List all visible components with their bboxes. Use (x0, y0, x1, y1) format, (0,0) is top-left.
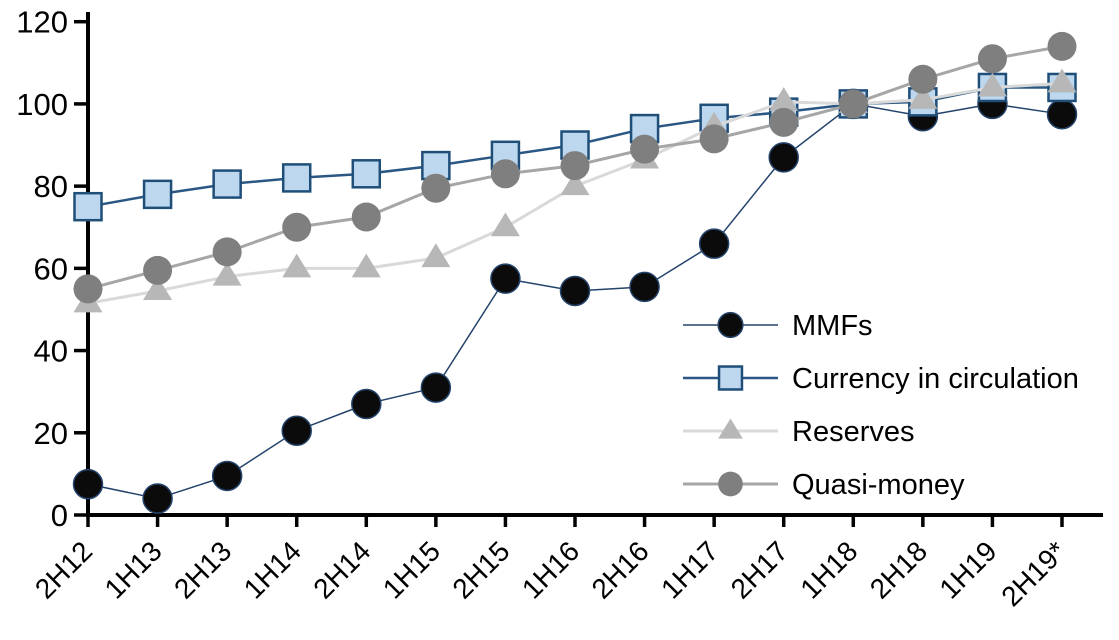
x-tick-label: 2H12 (29, 535, 98, 604)
marker-reserves (908, 85, 938, 109)
legend-marker-currency-in-circulation (717, 365, 744, 391)
marker-quasi-money (769, 107, 799, 137)
y-tick-label: 80 (34, 169, 68, 204)
series-mmfs (72, 88, 1078, 514)
marker-quasi-money (630, 134, 660, 164)
marker-currency-in-circulation (142, 179, 173, 210)
x-tick-label: 2H16 (586, 535, 655, 604)
marker-reserves (421, 243, 451, 268)
x-tick-label: 1H16 (516, 535, 585, 604)
marker-quasi-money (977, 44, 1007, 74)
x-tick-label: 2H18 (864, 535, 933, 604)
y-tick-label: 100 (16, 87, 68, 122)
x-tick-label: 2H14 (307, 535, 376, 604)
marker-mmfs (629, 271, 660, 303)
x-tick-label: 2H17 (725, 535, 794, 604)
legend-marker-mmfs (717, 311, 744, 339)
x-tick-label: 1H18 (794, 535, 863, 604)
marker-reserves (977, 72, 1007, 97)
marker-reserves (560, 171, 590, 196)
marker-quasi-money (560, 151, 590, 181)
x-tick-label: 1H15 (377, 535, 446, 604)
legend-item-mmfs: MMFs (683, 310, 873, 342)
legend-marker-quasi-money (718, 471, 743, 497)
marker-reserves (769, 87, 799, 111)
marker-quasi-money (351, 202, 381, 232)
x-tick-label: 1H13 (99, 535, 168, 604)
marker-reserves (212, 261, 242, 286)
legend-label-mmfs: MMFs (792, 310, 873, 342)
legend-marker-reserves (718, 418, 743, 439)
marker-quasi-money (282, 212, 312, 242)
marker-mmfs (490, 263, 521, 294)
marker-quasi-money (699, 124, 729, 154)
marker-quasi-money (212, 237, 242, 267)
legend-label-currency-in-circulation: Currency in circulation (792, 363, 1079, 395)
marker-mmfs (72, 468, 104, 500)
legend-item-quasi-money: Quasi-money (683, 469, 965, 501)
marker-reserves (490, 212, 520, 237)
marker-quasi-money (73, 274, 103, 304)
marker-reserves (1047, 68, 1077, 93)
legend-label-reserves: Reserves (792, 416, 915, 448)
marker-mmfs (420, 372, 452, 403)
marker-currency-in-circulation (351, 159, 382, 189)
marker-quasi-money (421, 173, 451, 203)
marker-mmfs (698, 228, 730, 259)
marker-quasi-money (1047, 31, 1077, 61)
marker-reserves (143, 276, 173, 300)
legend-item-reserves: Reserves (683, 416, 915, 448)
marker-quasi-money (908, 64, 938, 94)
x-tick-label: 1H19 (933, 535, 1002, 604)
y-tick-label: 40 (34, 334, 68, 369)
marker-reserves (351, 253, 381, 278)
x-tick-label: 1H14 (238, 535, 307, 604)
marker-mmfs (211, 460, 243, 492)
x-tick-label: 1H17 (655, 535, 724, 604)
marker-mmfs (1046, 98, 1078, 130)
legend-item-currency-in-circulation: Currency in circulation (683, 363, 1079, 395)
marker-currency-in-circulation (281, 163, 312, 193)
marker-quasi-money (838, 89, 868, 119)
x-tick-label: 2H13 (168, 535, 237, 604)
x-tick-label: 2H15 (446, 535, 515, 604)
series-quasi-money (73, 31, 1077, 304)
y-tick-label: 0 (51, 498, 68, 533)
x-tick-label: 2H19* (995, 535, 1072, 612)
y-tick-label: 20 (34, 416, 68, 451)
y-tick-label: 60 (34, 251, 68, 286)
marker-currency-in-circulation (212, 169, 242, 199)
marker-reserves (282, 253, 312, 278)
marker-mmfs (142, 483, 173, 514)
marker-currency-in-circulation (73, 191, 103, 222)
marker-mmfs (768, 142, 799, 173)
marker-mmfs (559, 275, 591, 307)
marker-mmfs (351, 388, 382, 420)
y-tick-label: 120 (16, 5, 68, 40)
marker-mmfs (281, 415, 312, 446)
legend-label-quasi-money: Quasi-money (792, 469, 965, 501)
marker-quasi-money (490, 159, 520, 189)
marker-quasi-money (143, 255, 173, 285)
